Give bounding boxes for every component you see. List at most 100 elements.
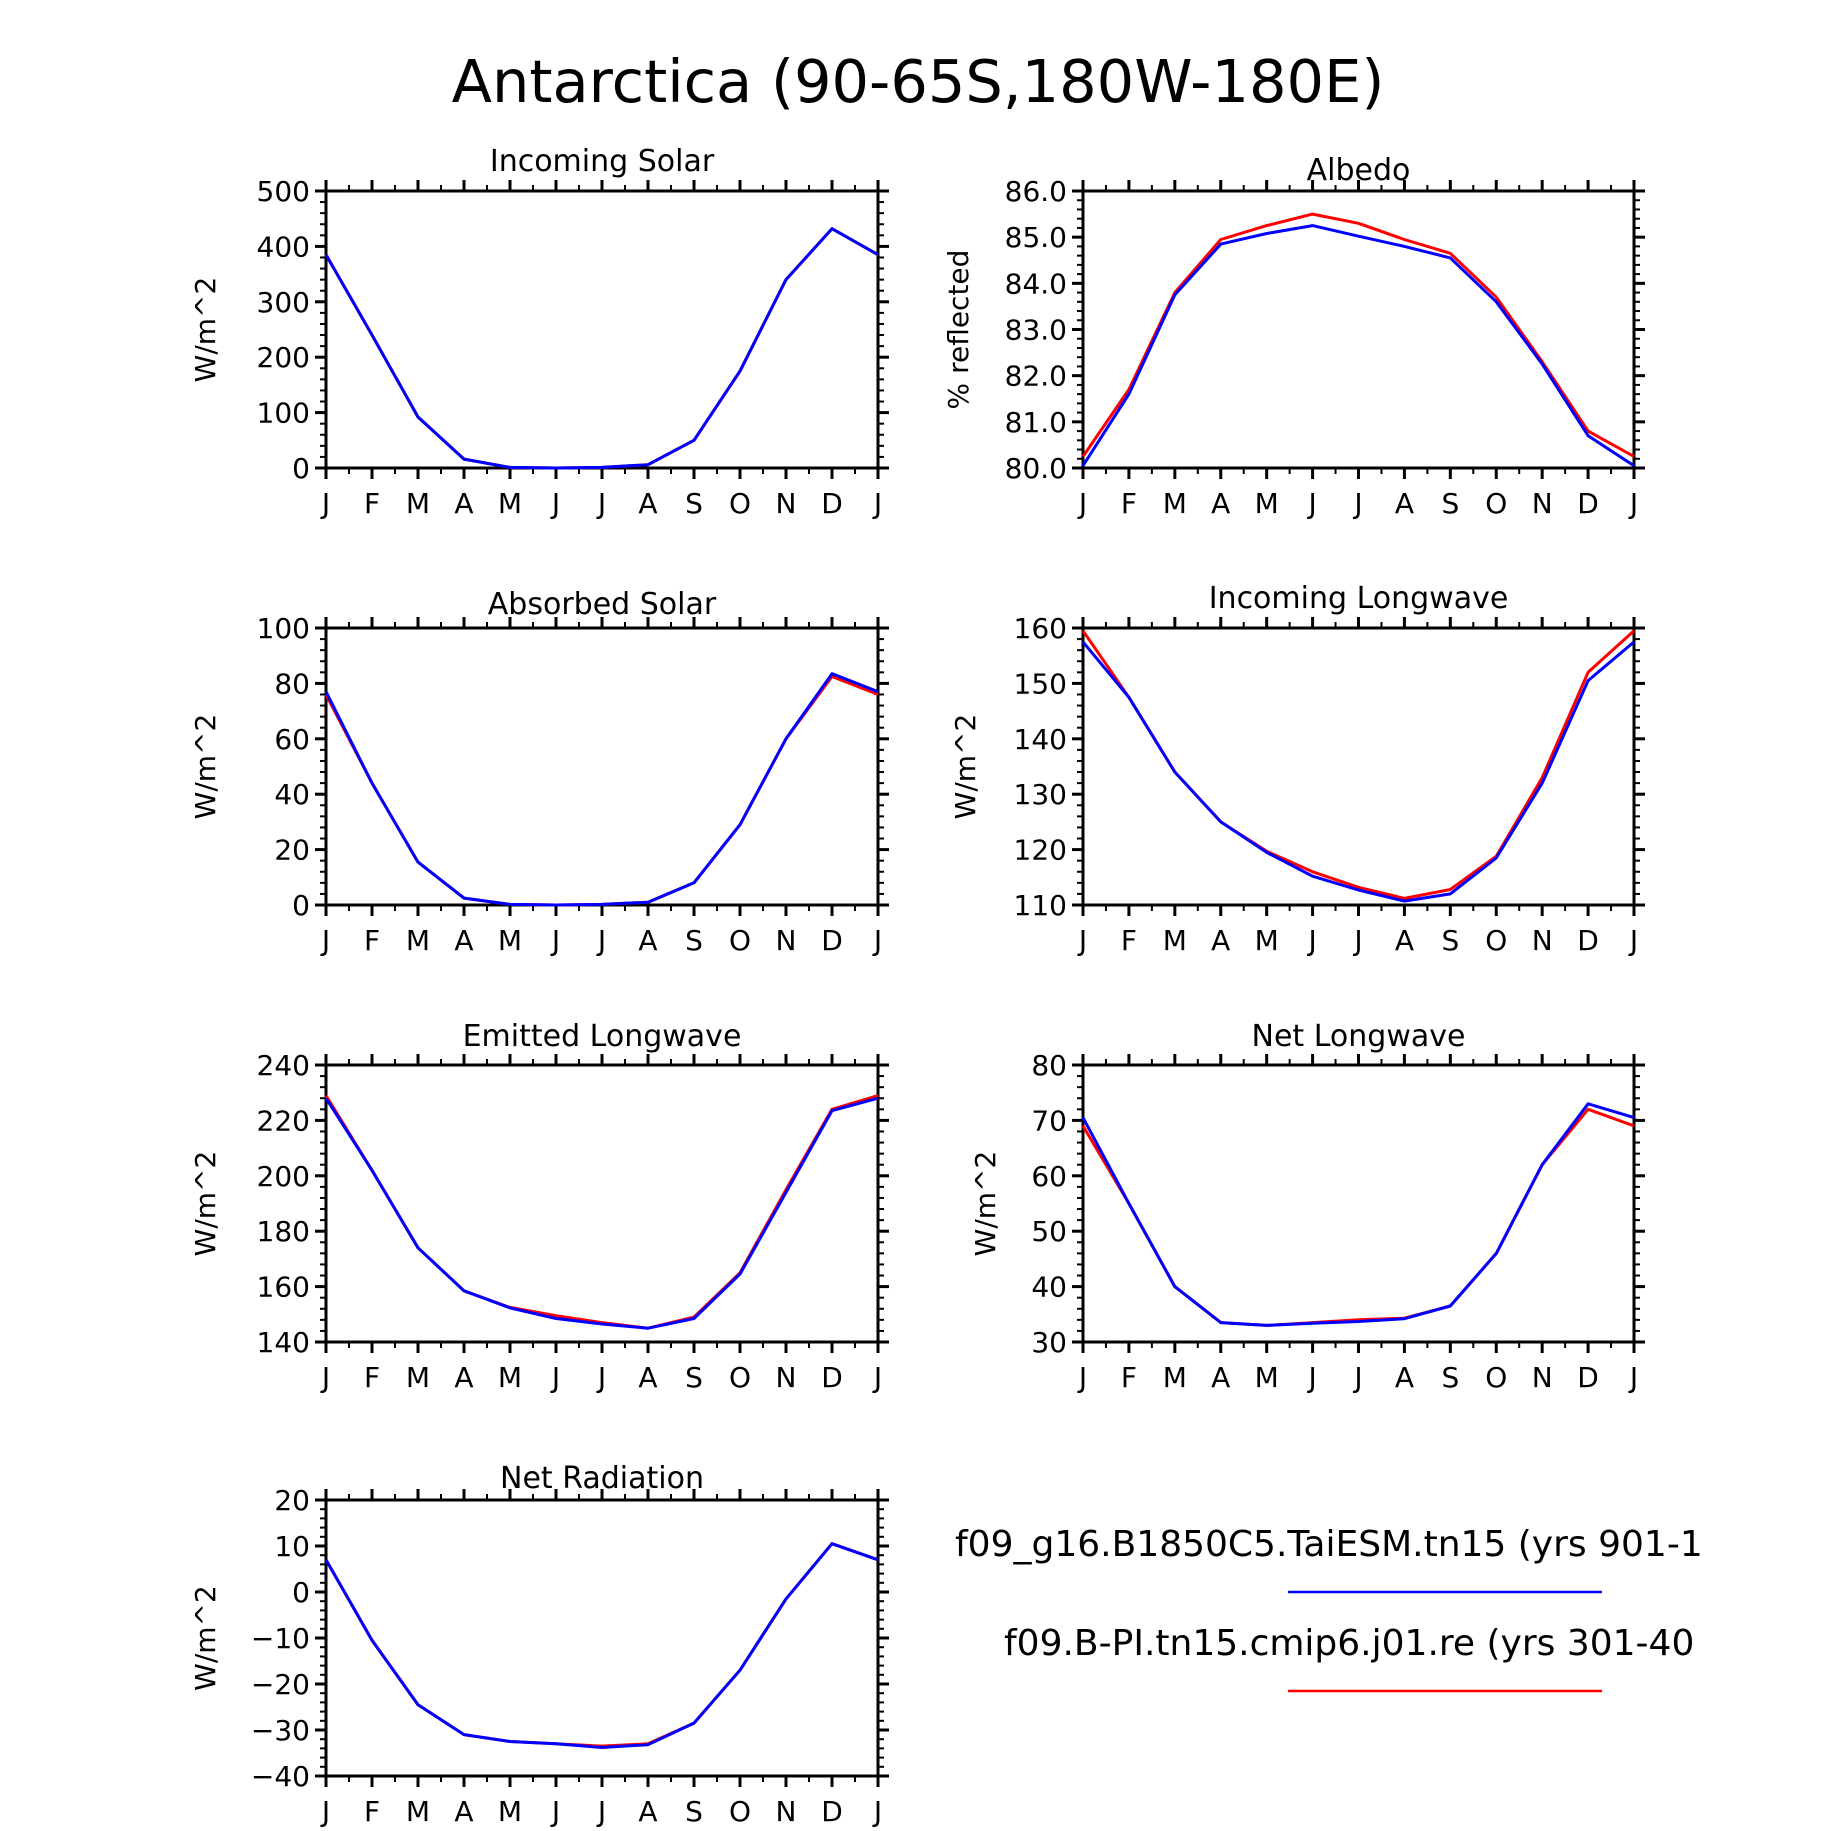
y-tick-label: 500 xyxy=(257,175,310,208)
x-tick-label: J xyxy=(1306,487,1316,520)
x-tick-label: J xyxy=(320,487,330,520)
x-tick-label: F xyxy=(1121,1361,1137,1394)
x-tick-label: J xyxy=(550,487,560,520)
y-tick-label: 70 xyxy=(1031,1104,1067,1137)
x-tick-label: J xyxy=(320,924,330,957)
series-line-blue xyxy=(324,672,879,907)
x-tick-label: A xyxy=(454,487,473,520)
x-tick-label: M xyxy=(406,1795,430,1828)
y-tick-label: 150 xyxy=(1014,667,1067,700)
x-tick-label: S xyxy=(1441,924,1459,957)
series-line-red xyxy=(1081,1107,1635,1327)
x-tick-label: O xyxy=(729,1795,751,1828)
y-tick-label: 100 xyxy=(257,397,310,430)
x-tick-label: O xyxy=(729,1361,751,1394)
x-tick-label: N xyxy=(1532,487,1553,520)
series-line-blue xyxy=(324,1096,879,1330)
x-tick-label: A xyxy=(1211,924,1230,957)
x-tick-label: N xyxy=(776,1795,797,1828)
y-tick-label: 200 xyxy=(257,341,310,374)
x-tick-label: M xyxy=(1255,1361,1279,1394)
x-tick-label: J xyxy=(1352,487,1362,520)
x-tick-label: S xyxy=(685,487,703,520)
x-tick-label: M xyxy=(1163,1361,1187,1394)
x-tick-label: J xyxy=(550,1795,560,1828)
y-tick-label: 160 xyxy=(1014,612,1067,645)
series-line-blue xyxy=(1081,1102,1635,1327)
x-tick-label: D xyxy=(821,924,843,957)
y-axis-label-incoming-longwave: W/m^2 xyxy=(949,714,982,820)
x-tick-label: J xyxy=(1628,924,1638,957)
x-tick-label: J xyxy=(1352,924,1362,957)
x-tick-label: A xyxy=(638,1361,657,1394)
x-tick-label: F xyxy=(364,1795,380,1828)
x-tick-label: D xyxy=(821,1795,843,1828)
x-tick-label: O xyxy=(1485,487,1507,520)
y-axis-label-net-longwave: W/m^2 xyxy=(969,1151,1002,1257)
y-tick-label: 140 xyxy=(257,1326,310,1359)
x-tick-label: J xyxy=(872,1795,882,1828)
x-tick-label: M xyxy=(1255,487,1279,520)
y-tick-label: 110 xyxy=(1014,889,1067,922)
y-tick-label: 160 xyxy=(257,1271,310,1304)
y-tick-label: 80 xyxy=(274,667,310,700)
x-tick-label: J xyxy=(550,1361,560,1394)
x-tick-label: A xyxy=(454,1795,473,1828)
y-tick-label: 85.0 xyxy=(1005,221,1067,254)
x-tick-label: J xyxy=(596,1361,606,1394)
x-tick-label: J xyxy=(1628,1361,1638,1394)
y-tick-label: 86.0 xyxy=(1005,175,1067,208)
plot-frame-emitted-longwave xyxy=(324,1063,880,1344)
y-axis-label-incoming-solar: W/m^2 xyxy=(189,277,222,383)
x-tick-label: J xyxy=(550,924,560,957)
y-tick-label: 82.0 xyxy=(1005,360,1067,393)
x-tick-label: S xyxy=(685,924,703,957)
x-tick-label: M xyxy=(406,1361,430,1394)
x-tick-label: D xyxy=(1577,487,1599,520)
x-tick-label: M xyxy=(406,487,430,520)
y-tick-label: 60 xyxy=(1031,1160,1067,1193)
legend-label-red: f09.B-PI.tn15.cmip6.j01.re (yrs 301-40 xyxy=(1004,1623,1694,1664)
x-tick-label: A xyxy=(1395,487,1414,520)
x-tick-label: F xyxy=(1121,924,1137,957)
panel-title-incoming-longwave: Incoming Longwave xyxy=(1209,581,1509,616)
x-tick-label: N xyxy=(776,487,797,520)
x-tick-label: A xyxy=(638,487,657,520)
x-tick-label: J xyxy=(596,1795,606,1828)
series-line-red xyxy=(324,1542,879,1748)
legend: f09_g16.B1850C5.TaiESM.tn15 (yrs 901-1 f… xyxy=(955,1524,1703,1693)
y-axis-label-albedo: % reflected xyxy=(942,250,975,410)
x-tick-label: J xyxy=(320,1361,330,1394)
x-tick-label: O xyxy=(729,487,751,520)
plot-frame-net-radiation xyxy=(324,1498,880,1778)
x-tick-label: M xyxy=(498,487,522,520)
figure-title: Antarctica (90-65S,180W-180E) xyxy=(452,47,1385,116)
plot-frame-incoming-solar xyxy=(324,189,880,470)
y-tick-label: 81.0 xyxy=(1005,406,1067,439)
x-tick-label: S xyxy=(1441,1361,1459,1394)
y-tick-label: −20 xyxy=(251,1668,310,1701)
series-line-blue xyxy=(1081,224,1635,467)
y-tick-label: 10 xyxy=(274,1530,310,1563)
series-line-blue xyxy=(324,227,879,470)
x-tick-label: D xyxy=(1577,924,1599,957)
y-tick-label: 0 xyxy=(292,452,310,485)
y-tick-label: −30 xyxy=(251,1714,310,1747)
x-tick-label: J xyxy=(596,924,606,957)
x-tick-label: J xyxy=(1077,1361,1087,1394)
x-tick-label: J xyxy=(320,1795,330,1828)
plot-frame-albedo xyxy=(1081,189,1636,470)
y-tick-label: 40 xyxy=(1031,1271,1067,1304)
x-tick-label: J xyxy=(872,487,882,520)
panel-title-absorbed-solar: Absorbed Solar xyxy=(488,587,717,622)
y-tick-label: 80 xyxy=(1031,1049,1067,1082)
x-tick-label: A xyxy=(638,924,657,957)
y-tick-label: 0 xyxy=(292,889,310,922)
x-tick-label: F xyxy=(364,487,380,520)
x-tick-label: F xyxy=(364,924,380,957)
